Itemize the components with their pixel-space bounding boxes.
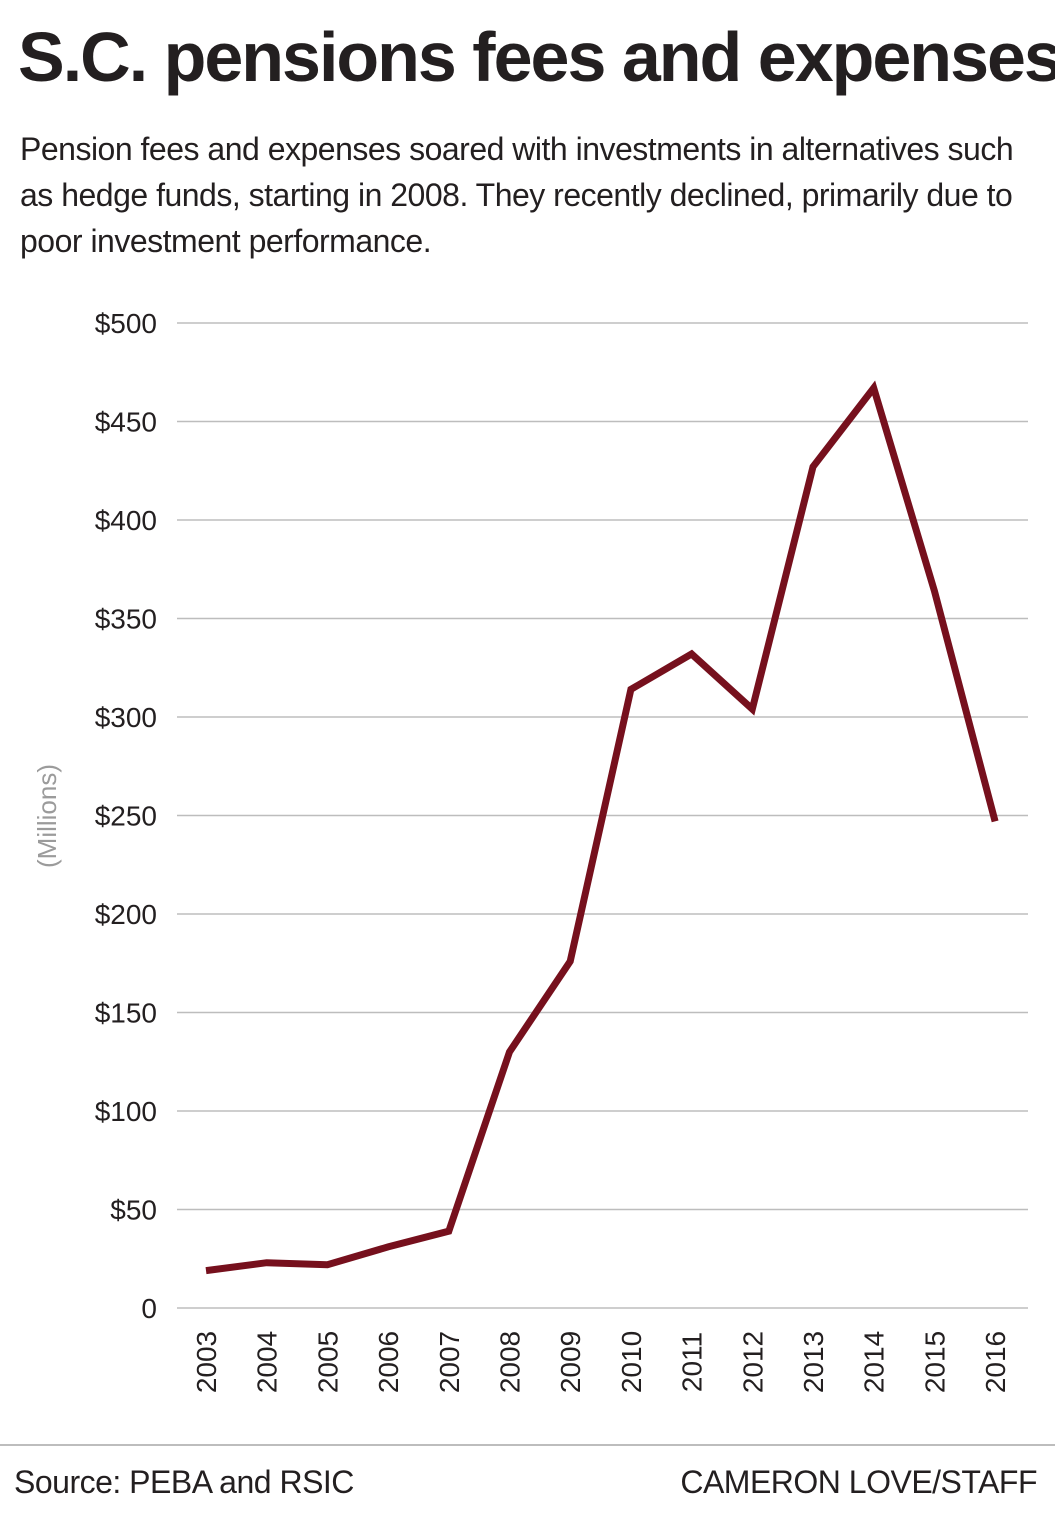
data-point: [507, 1049, 513, 1055]
line-chart: 0 $50 $100 $150 $200 $250 $300 $350 $400 $450 $500…: [32, 308, 1028, 1393]
y-tick-label: $250: [95, 801, 157, 832]
data-point: [871, 385, 877, 391]
y-tick-label: $100: [95, 1096, 157, 1127]
y-axis-label: (Millions): [32, 764, 62, 868]
x-tick-label: 2015: [919, 1331, 950, 1393]
x-tick-label: 2007: [434, 1331, 465, 1393]
data-point: [385, 1244, 391, 1250]
series-line: [205, 380, 999, 1275]
y-tick-label: $50: [110, 1195, 157, 1226]
x-tick-label: 2013: [798, 1331, 829, 1393]
y-tick-label: $300: [95, 702, 157, 733]
y-tick-label: $150: [95, 998, 157, 1029]
y-tick-label: $350: [95, 604, 157, 635]
x-tick-label: 2010: [616, 1331, 647, 1393]
data-point: [446, 1228, 452, 1234]
chart-title: S.C. pensions fees and expenses: [18, 18, 1055, 96]
x-tick-label: 2012: [737, 1331, 768, 1393]
x-tick-label: 2009: [555, 1331, 586, 1393]
footer-divider: [0, 1444, 1055, 1446]
credit-note: CAMERON LOVE/STAFF: [680, 1464, 1037, 1500]
x-tick-label: 2006: [373, 1331, 404, 1393]
y-tick-label: 0: [141, 1293, 157, 1324]
x-axis-tick-labels: 2003 2004 2005 2006 2007 2008 2009 2010 2011 2012…: [191, 1331, 1011, 1393]
x-tick-label: 2016: [980, 1331, 1011, 1393]
chart-subtitle: Pension fees and expenses soared with in…: [20, 131, 1014, 259]
x-tick-label: 2008: [495, 1331, 526, 1393]
data-point: [689, 651, 695, 657]
y-tick-label: $200: [95, 899, 157, 930]
y-axis-tick-labels: 0 $50 $100 $150 $200 $250 $300 $350 $400 $450 $500: [95, 308, 157, 1324]
series-layer: [203, 380, 999, 1275]
data-point: [264, 1260, 270, 1266]
data-point: [810, 464, 816, 470]
x-tick-label: 2005: [312, 1331, 343, 1393]
y-tick-label: $400: [95, 505, 157, 536]
data-point: [203, 1268, 209, 1274]
data-point: [324, 1262, 330, 1268]
data-point: [931, 588, 937, 594]
x-tick-label: 2011: [677, 1332, 708, 1392]
x-tick-label: 2003: [191, 1331, 222, 1393]
y-tick-label: $450: [95, 407, 157, 438]
data-point: [749, 706, 755, 712]
y-tick-label: $500: [95, 308, 157, 339]
x-tick-label: 2014: [859, 1331, 890, 1393]
data-point: [628, 686, 634, 692]
x-tick-label: 2004: [252, 1331, 283, 1393]
source-note: Source: PEBA and RSIC: [14, 1464, 354, 1500]
data-point: [567, 958, 573, 964]
data-point: [992, 818, 998, 824]
